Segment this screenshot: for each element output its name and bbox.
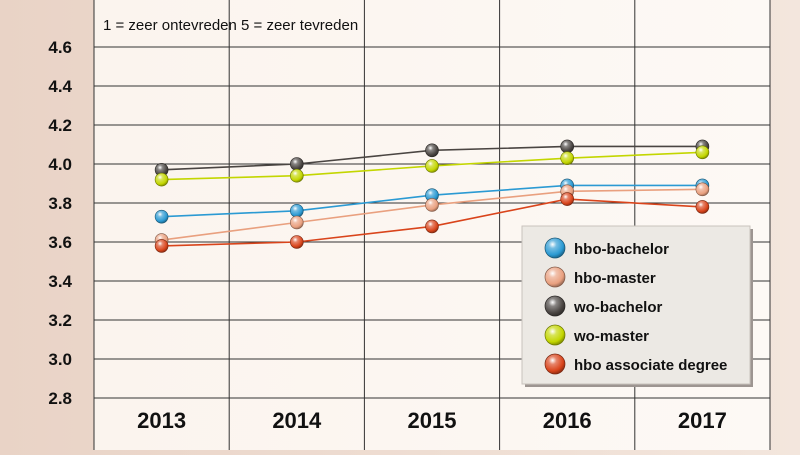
grid (93, 0, 771, 450)
legend-label: hbo associate degree (574, 357, 727, 374)
data-point (154, 239, 169, 253)
x-tick-label: 2017 (678, 408, 727, 433)
data-point (695, 145, 710, 160)
y-tick-label: 3.0 (48, 350, 72, 369)
data-point (560, 192, 575, 206)
series-group (154, 139, 710, 253)
legend-label: wo-master (573, 328, 649, 345)
y-tick-label: 3.2 (48, 311, 72, 330)
data-point (154, 172, 169, 187)
legend-marker (544, 237, 566, 259)
y-tick-label: 3.4 (48, 272, 72, 291)
data-point (425, 219, 439, 234)
legend-marker (544, 353, 566, 375)
legend-label: wo-bachelor (573, 299, 663, 316)
y-tick-label: 3.8 (48, 194, 72, 213)
data-point (695, 182, 710, 197)
x-axis: 2013 2014 2015 2016 2017 (137, 408, 727, 433)
x-tick-label: 2015 (408, 408, 457, 433)
y-tick-label: 4.2 (48, 116, 72, 135)
data-point (289, 204, 304, 218)
x-tick-label: 2013 (137, 408, 186, 433)
legend: hbo-bachelor hbo-master wo-bachelor wo-mast… (521, 225, 753, 387)
x-tick-label: 2016 (543, 408, 592, 433)
data-point (289, 168, 304, 183)
data-point (560, 151, 575, 165)
y-tick-label: 4.0 (48, 155, 72, 174)
data-point (695, 200, 710, 214)
legend-marker (544, 266, 566, 288)
chart-subtitle: 1 = zeer ontevreden 5 = zeer tevreden (103, 17, 358, 34)
y-axis: 2.8 3.0 3.2 3.4 3.6 3.8 4.0 4.2 4.4 4.6 (48, 38, 72, 408)
legend-label: hbo-bachelor (574, 241, 669, 258)
data-point (425, 198, 439, 212)
y-tick-label: 4.6 (48, 38, 72, 57)
x-tick-label: 2014 (272, 408, 322, 433)
y-tick-label: 3.6 (48, 233, 72, 252)
legend-marker (544, 295, 566, 317)
y-tick-label: 4.4 (48, 77, 72, 96)
data-point (425, 143, 439, 158)
data-point (289, 235, 304, 249)
data-point (154, 209, 169, 224)
data-point (560, 139, 575, 154)
data-point (425, 159, 439, 173)
y-tick-label: 2.8 (48, 389, 72, 408)
data-point (289, 215, 304, 230)
legend-marker (544, 324, 566, 346)
legend-label: hbo-master (574, 270, 656, 287)
data-point (289, 157, 304, 171)
